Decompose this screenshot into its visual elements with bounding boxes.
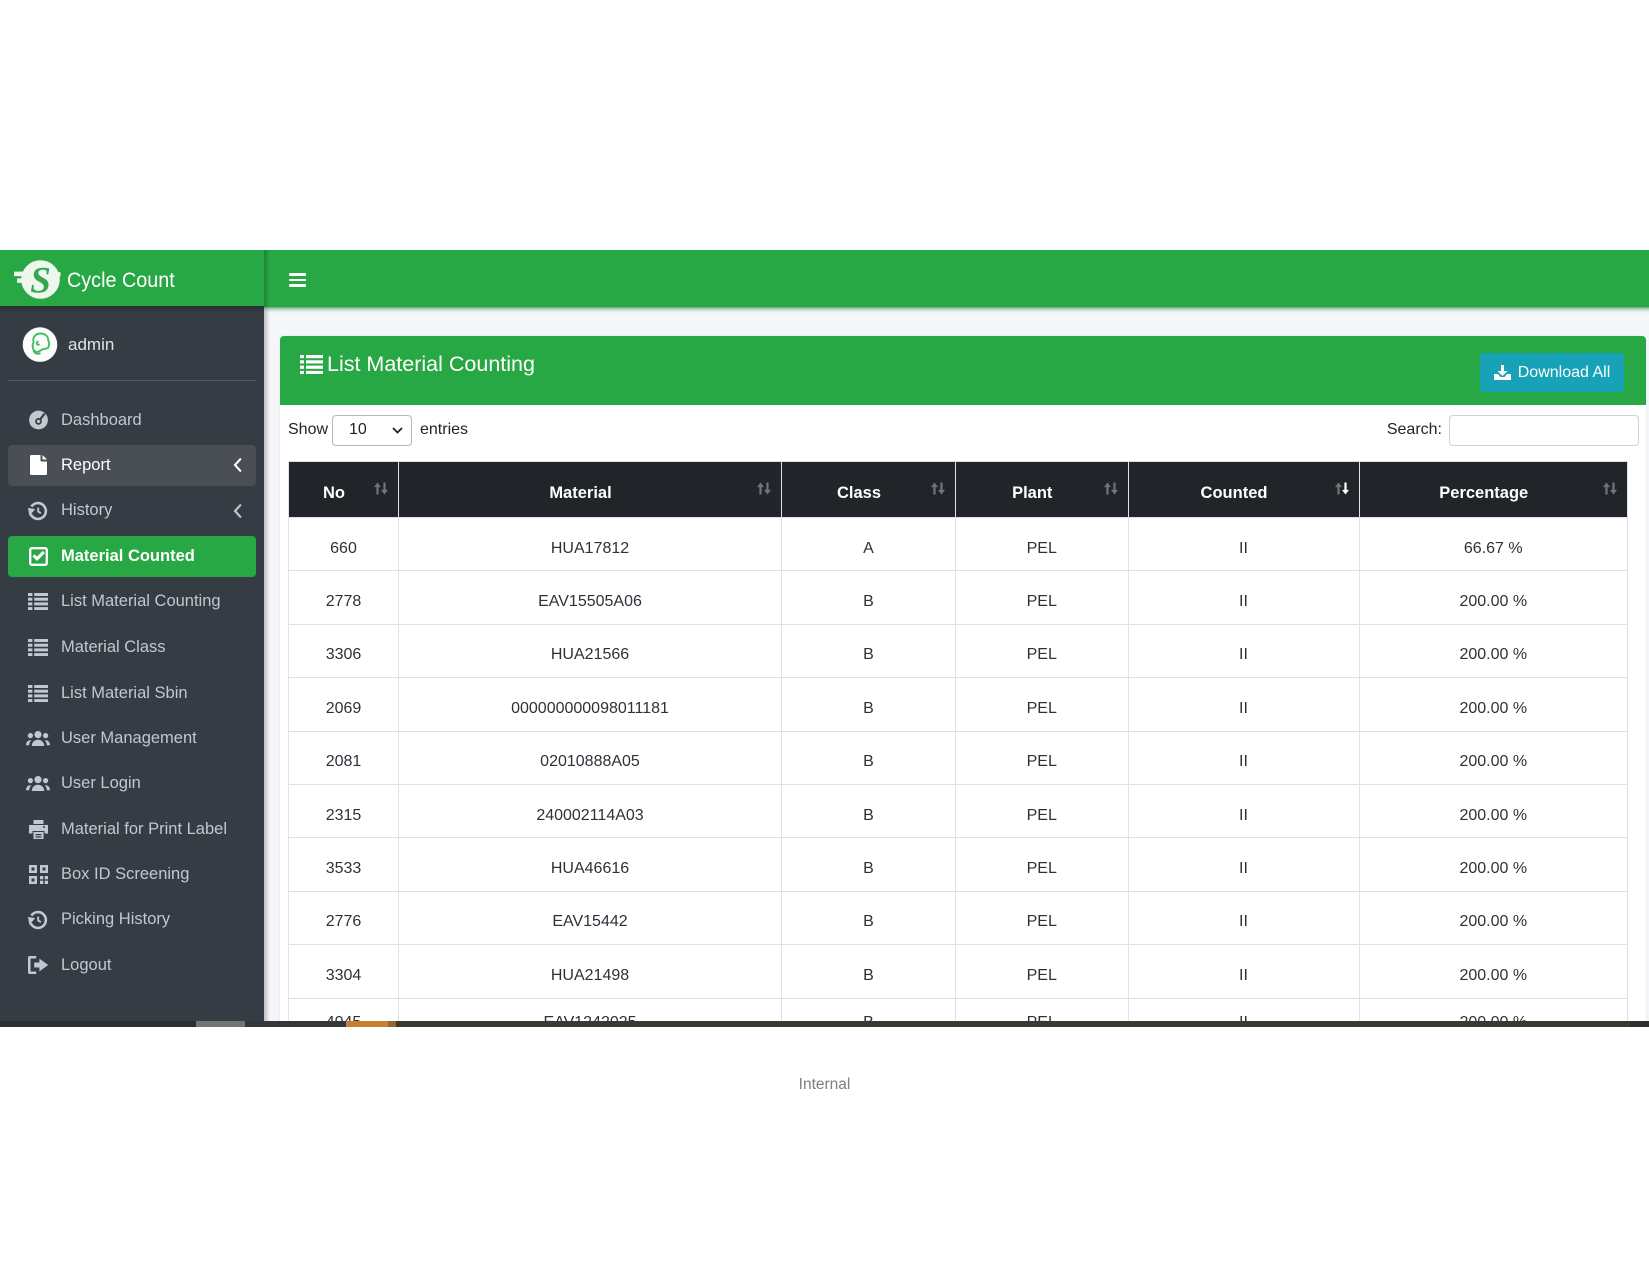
svg-text:S: S <box>30 261 51 302</box>
